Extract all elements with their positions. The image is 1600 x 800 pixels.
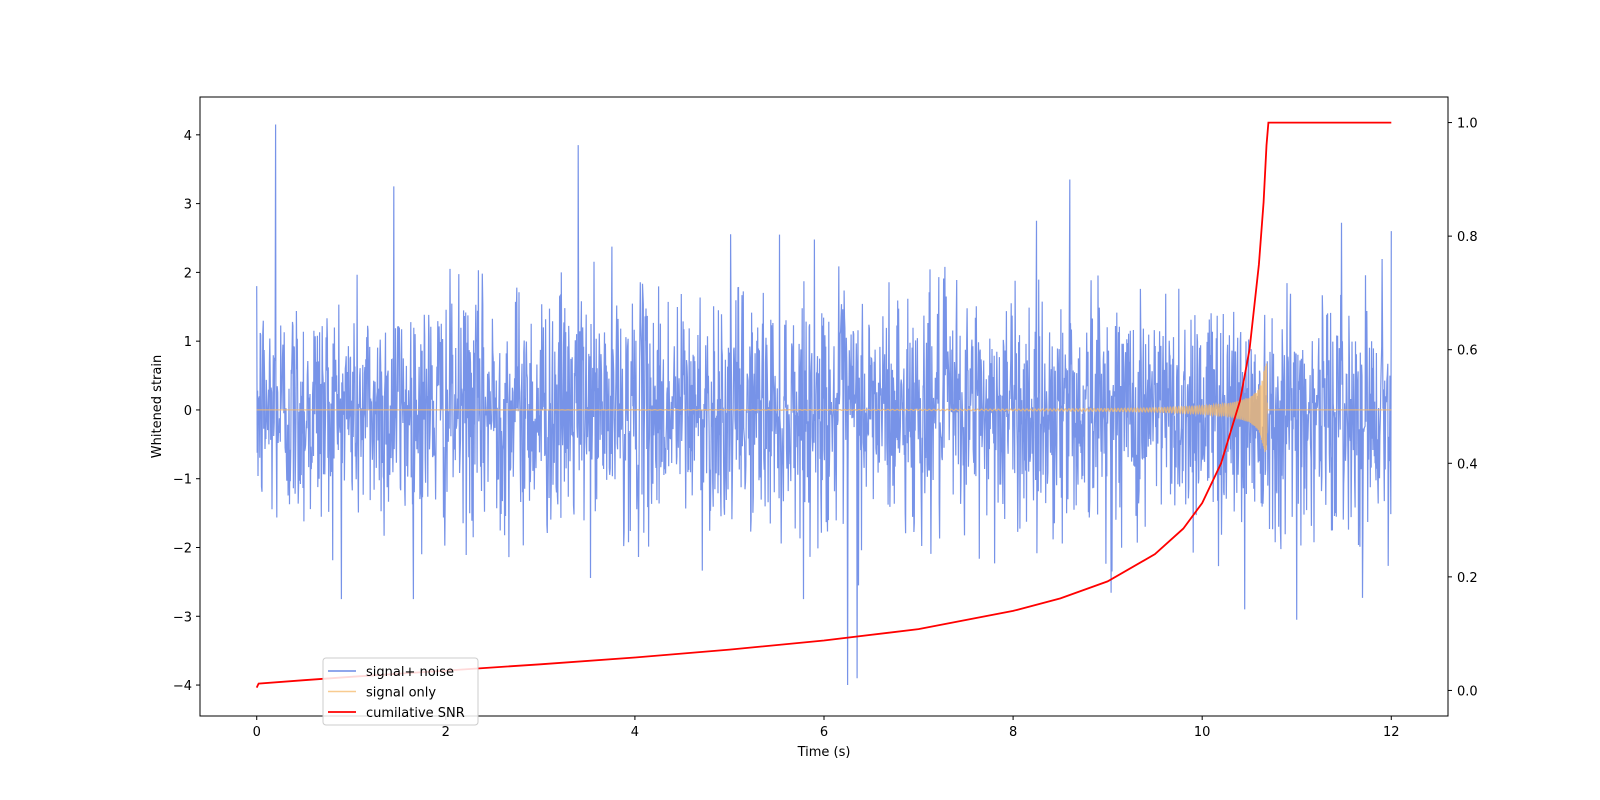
y-axis-label: Whitened strain <box>150 355 165 458</box>
y-tick-label: −3 <box>173 610 192 625</box>
x-axis-label: Time (s) <box>797 745 851 760</box>
y-tick-label: −2 <box>173 541 192 556</box>
x-tick-label: 8 <box>1009 725 1017 740</box>
y2-tick-label: 0.6 <box>1457 344 1478 359</box>
x-tick-label: 12 <box>1383 725 1400 740</box>
x-tick-label: 4 <box>631 725 639 740</box>
y2-tick-label: 0.8 <box>1457 230 1478 245</box>
legend-box <box>322 657 479 726</box>
y2-tick-label: 0.0 <box>1457 684 1478 699</box>
x-axis: 0 2 4 6 8 10 12 <box>253 716 1400 740</box>
y-tick-label: 3 <box>184 198 192 213</box>
y-tick-label: 4 <box>184 129 192 144</box>
y-axis-right: 0.0 0.2 0.4 0.6 0.8 1.0 <box>1448 117 1478 699</box>
y2-tick-label: 1.0 <box>1457 117 1478 132</box>
series-signal-plus-noise <box>256 124 1392 686</box>
y-tick-label: 1 <box>184 335 192 350</box>
x-tick-label: 10 <box>1194 725 1211 740</box>
x-tick-label: 0 <box>253 725 261 740</box>
y-axis-left: −4 −3 −2 −1 0 1 2 3 4 <box>173 129 200 694</box>
y-tick-label: −1 <box>173 473 192 488</box>
y-tick-label: 0 <box>184 404 192 419</box>
series-signal-only <box>256 363 1392 452</box>
y2-tick-label: 0.2 <box>1457 571 1478 586</box>
legend: signal+ noise signal only cumilative SNR <box>322 657 479 726</box>
x-tick-label: 6 <box>820 725 828 740</box>
legend-label: signal+ noise <box>366 665 454 680</box>
legend-label: signal only <box>366 686 436 701</box>
x-tick-label: 2 <box>442 725 450 740</box>
y-tick-label: 2 <box>184 266 192 281</box>
series-layer <box>255 121 1392 688</box>
legend-label: cumilative SNR <box>366 706 465 721</box>
y2-tick-label: 0.4 <box>1457 457 1478 472</box>
y-tick-label: −4 <box>173 679 192 694</box>
